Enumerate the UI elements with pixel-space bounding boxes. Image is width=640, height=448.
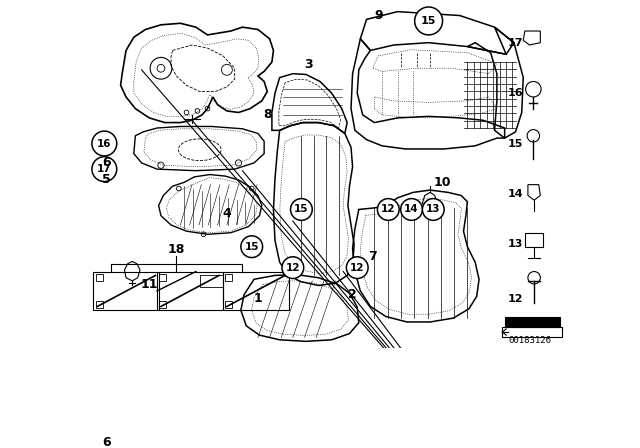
Text: 9: 9: [374, 9, 383, 22]
Text: 11: 11: [141, 278, 158, 291]
Text: 12: 12: [350, 263, 365, 273]
Text: 15: 15: [244, 242, 259, 252]
Text: 12: 12: [381, 204, 396, 215]
Text: 15: 15: [508, 138, 523, 149]
Circle shape: [92, 157, 116, 181]
Circle shape: [378, 198, 399, 220]
Text: 16: 16: [97, 138, 111, 149]
Text: 3: 3: [304, 58, 313, 71]
Text: 12: 12: [285, 263, 300, 273]
Text: 16: 16: [508, 88, 524, 98]
Text: 17: 17: [508, 38, 524, 47]
Text: 13: 13: [508, 239, 523, 250]
Text: 12: 12: [508, 294, 524, 304]
Circle shape: [291, 198, 312, 220]
Text: 10: 10: [434, 176, 451, 189]
Text: 18: 18: [168, 243, 185, 256]
Text: 13: 13: [426, 204, 440, 215]
Text: 00183126: 00183126: [508, 336, 551, 345]
Text: 5: 5: [102, 173, 111, 186]
Text: 15: 15: [421, 16, 436, 26]
Text: 7: 7: [369, 250, 377, 263]
Text: 6: 6: [102, 436, 111, 448]
Circle shape: [415, 7, 443, 35]
Text: 14: 14: [508, 189, 524, 199]
Text: 6: 6: [102, 156, 111, 169]
Text: 8: 8: [263, 108, 271, 121]
Text: 14: 14: [404, 204, 419, 215]
Circle shape: [241, 236, 262, 258]
Circle shape: [346, 257, 368, 279]
Text: 15: 15: [294, 204, 308, 215]
Circle shape: [422, 198, 444, 220]
Circle shape: [282, 257, 304, 279]
Text: 17: 17: [97, 164, 111, 174]
Polygon shape: [505, 317, 561, 327]
Text: 1: 1: [253, 292, 262, 305]
Circle shape: [401, 198, 422, 220]
Text: 4: 4: [223, 207, 231, 220]
Text: 2: 2: [348, 289, 357, 302]
Circle shape: [92, 131, 116, 156]
